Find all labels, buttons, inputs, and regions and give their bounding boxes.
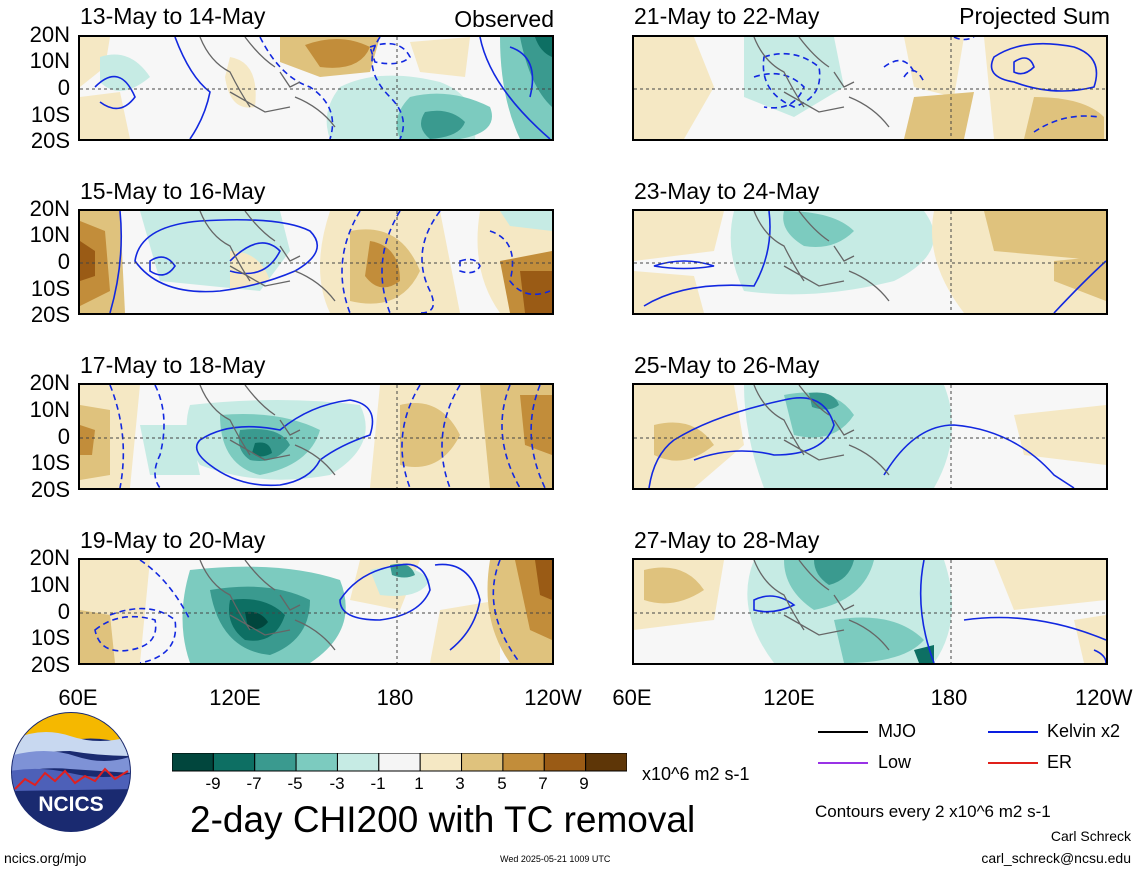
- colorbar-units: x10^6 m2 s-1: [642, 764, 750, 784]
- lat-label: 20S: [30, 302, 70, 327]
- email: carl_schreck@ncsu.edu: [981, 850, 1131, 866]
- lat-label: 10N: [29, 397, 70, 422]
- colorbar-swatch: [336, 752, 380, 772]
- colorbar-label: -7: [246, 774, 262, 793]
- map-panel-projected-4: [632, 558, 1108, 665]
- colorbar-swatch: [461, 752, 504, 772]
- map-panel-projected-2: [632, 209, 1108, 315]
- author: Carl Schreck: [1050, 828, 1131, 844]
- legend-line-mjo: [818, 731, 868, 733]
- legend-line-er: [988, 762, 1038, 764]
- colorbar-swatch: [585, 752, 628, 772]
- lat-label: 10S: [30, 276, 70, 301]
- main-title: 2-day CHI200 with TC removal: [190, 799, 696, 840]
- legend-label-low: Low: [878, 752, 912, 772]
- colorbar-label: -9: [205, 774, 221, 793]
- lon-label: 120W: [1075, 687, 1133, 709]
- colorbar: [171, 752, 628, 778]
- lat-label: 20S: [30, 128, 70, 153]
- panel-title: 15-May to 16-May: [80, 178, 266, 204]
- map-panel-projected-3: [632, 383, 1108, 490]
- lat-label: 20N: [29, 22, 70, 47]
- panel-title: 21-May to 22-May: [634, 3, 820, 29]
- colorbar-label: 5: [497, 774, 507, 793]
- lat-label: 20S: [30, 477, 70, 502]
- lon-label: 180: [376, 685, 414, 710]
- lat-label: 10S: [30, 102, 70, 127]
- lat-label: 20N: [29, 370, 70, 395]
- colorbar-swatches: [171, 752, 628, 772]
- colorbar-swatch: [212, 752, 256, 772]
- panel-title: 19-May to 20-May: [80, 527, 266, 553]
- ncics-logo: NCICS: [10, 711, 132, 833]
- lon-label: 180: [930, 685, 968, 710]
- timestamp: Wed 2025-05-21 1009 UTC: [500, 854, 611, 864]
- panel-title: 27-May to 28-May: [634, 527, 820, 553]
- lat-label: 20N: [29, 545, 70, 570]
- lon-label: 120E: [209, 685, 261, 710]
- lat-label: 10N: [29, 222, 70, 247]
- panel-title: 13-May to 14-May: [80, 3, 266, 29]
- lon-label: 120E: [763, 685, 815, 710]
- colorbar-label: -3: [329, 774, 345, 793]
- site-link[interactable]: ncics.org/mjo: [4, 850, 87, 866]
- observed-tag: Observed: [454, 6, 554, 32]
- contours-note: Contours every 2 x10^6 m2 s-1: [815, 802, 1051, 821]
- logo-text: NCICS: [38, 793, 103, 816]
- legend-label-er: ER: [1047, 752, 1073, 772]
- map-panel-observed-1: [78, 35, 554, 141]
- lat-label: 0: [57, 599, 70, 624]
- panel-title: 25-May to 26-May: [634, 352, 820, 378]
- colorbar-swatch: [295, 752, 338, 772]
- lon-label: 120W: [524, 685, 582, 710]
- panel-title: 23-May to 24-May: [634, 178, 820, 204]
- map-panel-observed-2: [78, 209, 554, 315]
- lat-label: 10S: [30, 450, 70, 475]
- lat-label: 10N: [29, 48, 70, 73]
- colorbar-swatch: [171, 752, 214, 772]
- lon-label: 60E: [58, 685, 98, 710]
- map-panel-observed-4: [78, 558, 554, 665]
- lon-label: 60E: [612, 685, 652, 710]
- legend-line-low: [818, 762, 868, 764]
- colorbar-swatch: [378, 752, 421, 772]
- projected-tag: Projected Sum: [959, 3, 1110, 29]
- lat-label: 0: [57, 75, 70, 100]
- legend-label-mjo: MJO: [878, 721, 916, 741]
- legend-line-kelvin: [988, 731, 1038, 733]
- map-panel-observed-3: [78, 383, 554, 490]
- colorbar-label: 1: [414, 774, 424, 793]
- colorbar-label: 9: [579, 774, 589, 793]
- panel-title: 17-May to 18-May: [80, 352, 266, 378]
- colorbar-label: -1: [370, 774, 386, 793]
- colorbar-swatch: [254, 752, 297, 772]
- colorbar-label: -5: [287, 774, 303, 793]
- colorbar-swatch: [502, 752, 545, 772]
- map-panel-projected-1: [632, 35, 1108, 141]
- lat-label: 20S: [30, 652, 70, 677]
- legend-label-kelvin: Kelvin x2: [1047, 721, 1121, 741]
- lat-label: 10S: [30, 625, 70, 650]
- lat-label: 10N: [29, 572, 70, 597]
- lat-label: 0: [57, 424, 70, 449]
- lat-label: 0: [57, 249, 70, 274]
- lat-label: 20N: [29, 196, 70, 221]
- colorbar-swatch: [543, 752, 587, 772]
- colorbar-swatch: [419, 752, 463, 772]
- colorbar-label: 3: [455, 774, 465, 793]
- colorbar-label: 7: [538, 774, 548, 793]
